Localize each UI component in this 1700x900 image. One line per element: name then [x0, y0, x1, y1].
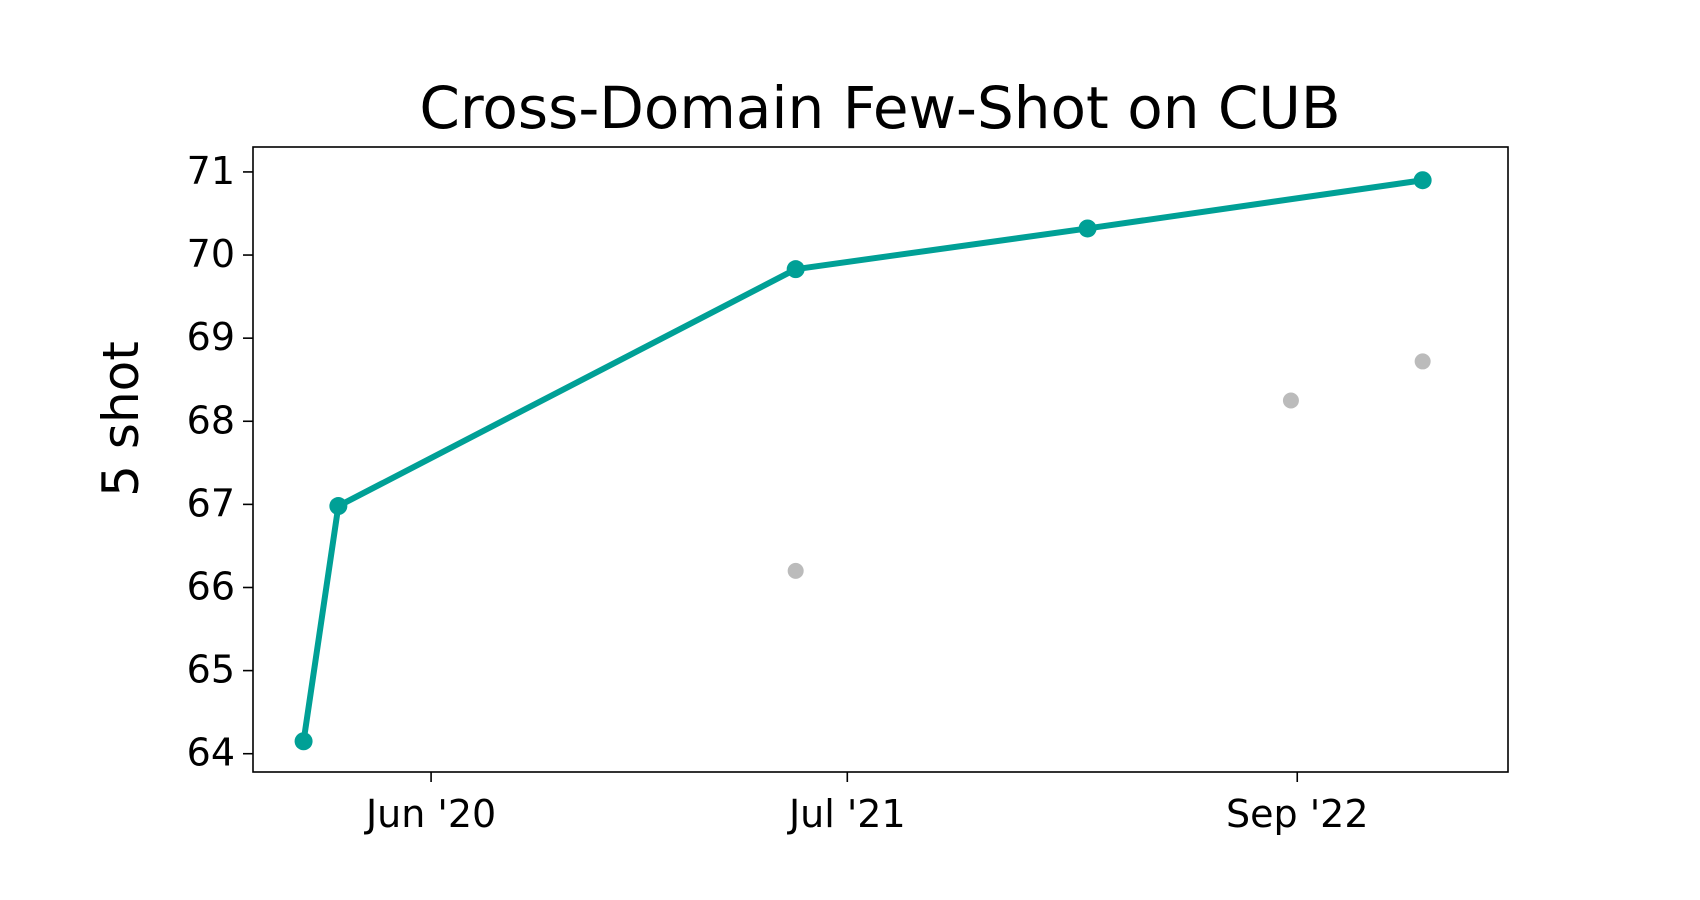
x-tick-label: Sep '22: [1226, 792, 1369, 836]
series-point: [1078, 219, 1097, 238]
scatter-point: [1282, 392, 1299, 409]
series-point: [1413, 171, 1432, 190]
series-point: [329, 497, 348, 516]
y-tick-label: 69: [187, 315, 235, 359]
scatter-point: [787, 562, 804, 579]
scatter-point: [1414, 353, 1431, 370]
y-tick-label: 70: [187, 232, 235, 276]
y-axis-label: 5 shot: [92, 341, 150, 497]
series-point: [786, 260, 805, 279]
plot-area: 64 65 66 67 68 69 70 71 Jun '20 Jul '21 Sep '22: [187, 149, 1432, 836]
x-tick-label: Jun '20: [364, 792, 496, 836]
y-tick-label: 64: [187, 731, 235, 775]
x-tick-label: Jul '21: [787, 792, 906, 836]
y-tick-label: 68: [187, 398, 235, 442]
plot-frame: [252, 146, 1509, 773]
series-point: [294, 732, 313, 751]
y-tick-label: 71: [187, 149, 235, 193]
y-tick-label: 67: [187, 481, 235, 525]
series-line: [300, 177, 1426, 745]
chart-title: Cross-Domain Few-Shot on CUB: [419, 74, 1340, 142]
y-tick-label: 65: [187, 648, 235, 692]
y-tick-label: 66: [187, 564, 235, 608]
